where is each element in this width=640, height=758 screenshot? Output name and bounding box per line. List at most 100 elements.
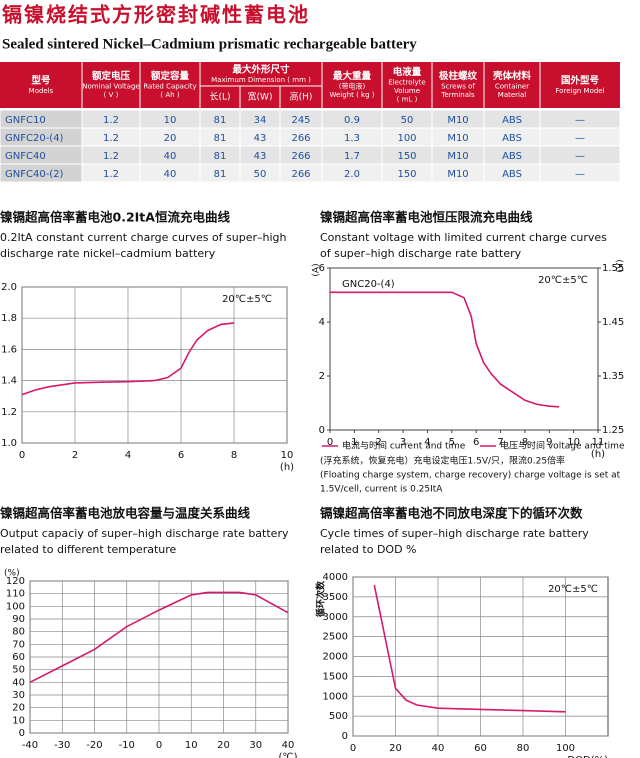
x-tick-label: 1 xyxy=(351,437,357,448)
x-tick-label: 10 xyxy=(567,437,580,448)
sub-header: 高(H) xyxy=(290,91,313,103)
x-tick-label: 2 xyxy=(72,450,78,461)
table-value: ABS xyxy=(502,169,522,180)
table-value: 50 xyxy=(401,115,414,126)
table-header-bg xyxy=(0,62,620,108)
chart-title: 镍镉超高倍率蓄电池放电容量与温度关系曲线 xyxy=(0,506,251,521)
chart-subtitle: Output capaciy of super–high discharge r… xyxy=(0,527,289,540)
table-value: 43 xyxy=(254,151,267,162)
x-tick-label: 40 xyxy=(432,743,445,754)
chart-subtitle: 0.2ItA constant current charge curves of… xyxy=(0,231,287,244)
table-value: M10 xyxy=(447,151,468,162)
column-header: Rated Capacity xyxy=(143,83,196,91)
table-value: 150 xyxy=(397,169,416,180)
chart-subtitle: Cycle times of super–high discharge rate… xyxy=(320,527,589,540)
legend-label: 电流与时间 current and time xyxy=(342,440,466,452)
column-header: ( mL ) xyxy=(397,95,418,103)
x-tick-label: 100 xyxy=(556,743,575,754)
table-value: 1.2 xyxy=(103,115,119,126)
y-tick-label: 1.6 xyxy=(1,344,17,355)
annotation: 20℃±5℃ xyxy=(538,275,588,286)
table-value: — xyxy=(575,169,585,180)
x-tick-label: 8 xyxy=(231,450,237,461)
table-value: 150 xyxy=(397,151,416,162)
column-header: Foreign Model xyxy=(555,87,604,95)
plot-frame xyxy=(21,286,288,444)
x-tick-label: 0 xyxy=(156,740,162,751)
x-tick-label: 4 xyxy=(125,450,131,461)
y-tick-label: 500 xyxy=(329,711,348,722)
y2-tick-label: 1.45 xyxy=(602,317,624,328)
y-unit: 循环次数 xyxy=(315,580,327,617)
x-tick-label: 8 xyxy=(522,437,528,448)
column-header: (带电液) xyxy=(339,82,366,91)
chart-subtitle: Constant voltage with limited current ch… xyxy=(320,231,607,244)
x-tick-label: 7 xyxy=(497,437,503,448)
x-tick-label: 5 xyxy=(449,437,455,448)
table-value: 0.9 xyxy=(344,115,360,126)
column-header: Nominal Voltage xyxy=(82,83,139,91)
x-unit: (h) xyxy=(591,449,605,460)
y-unit: (A) xyxy=(312,263,322,276)
table-value: M10 xyxy=(447,115,468,126)
y-unit: (%) xyxy=(4,569,20,579)
column-header: Maximum Dimension ( mm ) xyxy=(211,76,311,84)
sub-header: 长(L) xyxy=(209,91,230,103)
data-line xyxy=(29,591,289,684)
y-tick-label: 1.2 xyxy=(1,407,17,418)
y2-tick-label: 1.35 xyxy=(602,371,624,382)
y-tick-label: 90 xyxy=(12,614,25,625)
page-subtitle: Sealed sintered Nickel–Cadmium prismatic… xyxy=(2,36,417,52)
y-tick-label: 100 xyxy=(6,601,25,612)
column-header: 国外型号 xyxy=(561,74,600,86)
x-unit: (℃) xyxy=(278,752,297,758)
x-tick-label: -30 xyxy=(54,740,70,751)
table-value: 40 xyxy=(164,169,177,180)
y-tick-label: 120 xyxy=(6,576,25,587)
column-header: Volume xyxy=(394,87,420,95)
table-value: GNFC40 xyxy=(5,151,46,162)
table-value: — xyxy=(575,133,585,144)
column-header: 电液量 xyxy=(393,66,422,78)
x-unit: DOD(%) xyxy=(567,755,608,758)
y-tick-label: 4 xyxy=(319,317,325,328)
column-header: 型号 xyxy=(31,74,51,86)
y-tick-label: 1500 xyxy=(323,671,348,682)
x-tick-label: 6 xyxy=(473,437,479,448)
data-line xyxy=(330,291,560,408)
table-value: GNFC40-(2) xyxy=(5,169,64,180)
table-cell xyxy=(539,163,621,183)
y-tick-label: 110 xyxy=(6,589,25,600)
y-tick-label: 0 xyxy=(342,731,348,742)
y-tick-label: 3000 xyxy=(323,612,348,623)
column-header: 极柱螺纹 xyxy=(439,70,478,82)
column-header: Weight ( kg ) xyxy=(329,91,374,99)
x-tick-label: 10 xyxy=(185,740,198,751)
column-header: Container xyxy=(495,83,529,91)
table-value: 1.7 xyxy=(344,151,360,162)
page-title: 镉镍烧结式方形密封碱性蓄电池 xyxy=(2,3,310,27)
table-value: 245 xyxy=(291,115,310,126)
column-header: Terminals xyxy=(440,91,475,99)
y-tick-label: 1.8 xyxy=(1,313,17,324)
y-tick-label: 30 xyxy=(12,690,25,701)
x-tick-label: 0 xyxy=(350,743,356,754)
table-value: 1.3 xyxy=(344,133,360,144)
table-value: 266 xyxy=(291,133,310,144)
x-tick-label: 0 xyxy=(327,437,333,448)
column-header: Models xyxy=(29,87,54,95)
column-header: 最大外形尺寸 xyxy=(232,63,290,75)
x-tick-label: 6 xyxy=(178,450,184,461)
x-tick-label: -40 xyxy=(22,740,38,751)
x-tick-label: 20 xyxy=(389,743,402,754)
table-value: 10 xyxy=(164,115,177,126)
x-tick-label: 60 xyxy=(474,743,487,754)
y-tick-label: 0 xyxy=(19,728,25,739)
data-line xyxy=(373,584,566,713)
x-tick-label: 3 xyxy=(400,437,406,448)
y-tick-label: 80 xyxy=(12,627,25,638)
y2-unit: (V) xyxy=(616,259,626,272)
chart-subtitle: related to different temperature xyxy=(0,543,177,556)
column-header: Electrolyte xyxy=(388,78,425,86)
